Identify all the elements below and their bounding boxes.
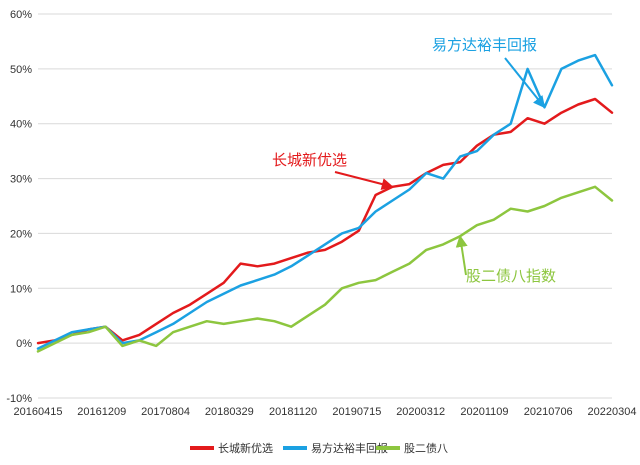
x-tick-label: 20180329 [205, 406, 254, 418]
legend: 长城新优选 易方达裕丰回报 股二债八 [190, 441, 448, 455]
x-tick-label: 20181120 [269, 406, 317, 418]
y-tick-label: 40% [10, 119, 32, 131]
x-tick-label: 20190715 [332, 406, 381, 418]
x-tick-label: 20160415 [14, 406, 63, 418]
annotation-arrow [504, 57, 546, 109]
x-tick-label: 20161209 [77, 406, 126, 418]
y-tick-label: 0% [16, 338, 32, 350]
y-tick-label: 30% [10, 174, 32, 186]
annotation-arrow [455, 234, 468, 276]
annotation-label: 股二债八指数 [466, 267, 556, 285]
annotation-label: 易方达裕丰回报 [432, 36, 537, 54]
y-tick-label: 50% [10, 64, 32, 76]
series-line-0 [36, 97, 614, 345]
x-tick-label: 20210706 [524, 406, 573, 418]
annotation-label: 长城新优选 [272, 151, 347, 169]
x-tick-label: 20220304 [588, 406, 637, 418]
y-tick-label: 60% [10, 9, 32, 21]
y-tick-label: -10% [6, 393, 32, 405]
series-line-2 [36, 185, 614, 353]
y-tick-label: 10% [10, 283, 32, 295]
legend-label: 长城新优选 [218, 441, 273, 455]
x-axis-ticks: 20160415 20161209 20170804 20180329 20181120… [14, 406, 637, 418]
x-tick-label: 20201109 [460, 406, 508, 418]
x-tick-label: 20200312 [396, 406, 445, 418]
x-tick-label: 20170804 [141, 406, 190, 418]
y-tick-label: 20% [10, 228, 32, 240]
series-lines [36, 53, 614, 353]
annotation-arrow [334, 171, 394, 190]
legend-label: 易方达裕丰回报 [311, 441, 388, 455]
y-axis-ticks: -10% 0% 10% 20% 30% 40% 50% 60% [6, 9, 32, 405]
legend-label: 股二债八 [404, 441, 448, 455]
